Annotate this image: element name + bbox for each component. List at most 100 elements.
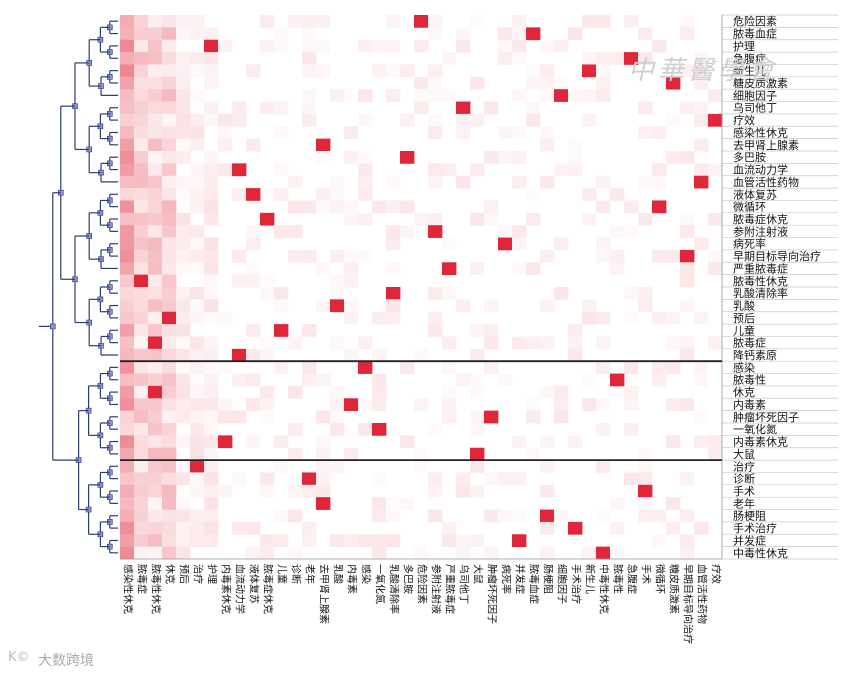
- heatmap-cell: [470, 262, 485, 276]
- heatmap-cell: [120, 113, 135, 127]
- heatmap-cell: [204, 311, 219, 325]
- heatmap-cell: [540, 460, 555, 473]
- heatmap-cell: [190, 113, 205, 127]
- heatmap-cell: [274, 361, 289, 374]
- heatmap-cell: [358, 336, 373, 350]
- heatmap-cell: [190, 175, 205, 189]
- heatmap-cell: [176, 151, 191, 164]
- heatmap-cell: [120, 262, 135, 276]
- heatmap-cell: [162, 249, 177, 263]
- heatmap-cell: [162, 237, 177, 251]
- heatmap-cell: [134, 225, 149, 238]
- heatmap-cell: [134, 361, 149, 374]
- heatmap-cell: [148, 27, 163, 41]
- heatmap-cell: [638, 497, 653, 510]
- heatmap-cell: [134, 101, 149, 115]
- heatmap-cell: [162, 175, 177, 189]
- heatmap-cell: [204, 435, 219, 449]
- heatmap-cell: [358, 534, 373, 548]
- column-label: 治疗: [192, 564, 205, 584]
- column-label: 去甲肾上腺素: [318, 564, 331, 624]
- heatmap-cell: [162, 27, 177, 41]
- heatmap-cell: [162, 410, 177, 424]
- heatmap-cell: [204, 423, 219, 436]
- heatmap-cell: [162, 546, 177, 560]
- heatmap-cell: [596, 175, 611, 189]
- heatmap-cell: [176, 188, 191, 201]
- heatmap-cell: [204, 447, 219, 461]
- heatmap-cell: [694, 52, 709, 65]
- heatmap-cell: [148, 188, 163, 201]
- heatmap-cell: [428, 212, 443, 226]
- heatmap-cell: [694, 410, 709, 424]
- column-label: 糖皮质激素: [668, 564, 681, 614]
- heatmap-cell: [246, 262, 261, 276]
- row-label: 感染: [733, 360, 755, 374]
- heatmap-cell: [148, 497, 163, 510]
- heatmap-cell: [120, 336, 135, 350]
- heatmap-cell: [120, 410, 135, 424]
- heatmap-cell: [652, 311, 667, 325]
- heatmap-cell: [568, 348, 583, 362]
- heatmap-cell: [428, 324, 443, 337]
- heatmap-cell: [666, 361, 681, 374]
- heatmap-cell: [372, 373, 387, 387]
- heatmap-cell: [414, 89, 429, 102]
- column-label: 诊断: [290, 564, 303, 584]
- heatmap-cell: [190, 163, 205, 177]
- heatmap-cell: [652, 373, 667, 387]
- heatmap-cell: [680, 336, 695, 350]
- heatmap-cell: [120, 509, 135, 523]
- heatmap-cell: [484, 299, 499, 313]
- heatmap-cell: [596, 76, 611, 90]
- heatmap-cell: [610, 521, 625, 535]
- heatmap-cell: [428, 472, 443, 486]
- heatmap-cell: [568, 27, 583, 41]
- heatmap-cell: [358, 423, 373, 436]
- heatmap-cell: [358, 398, 373, 412]
- heatmap-cell: [148, 509, 163, 523]
- heatmap-cell: [596, 200, 611, 214]
- heatmap-cell: [568, 163, 583, 177]
- column-label: 感染: [360, 564, 373, 584]
- heatmap-cell: [386, 15, 401, 28]
- heatmap-cell: [176, 15, 191, 28]
- heatmap-cell: [204, 212, 219, 226]
- heatmap-cell: [386, 509, 401, 523]
- heatmap-cell: [316, 373, 331, 387]
- heatmap-cell: [386, 39, 401, 53]
- heatmap-cell: [358, 188, 373, 201]
- heatmap-cell: [302, 52, 317, 65]
- heatmap-cell: [428, 484, 443, 498]
- heatmap-cell: [162, 472, 177, 486]
- heatmap-cell: [134, 546, 149, 560]
- heatmap-cell: [190, 249, 205, 263]
- column-label: 并发症: [514, 564, 527, 594]
- heatmap-cell: [190, 435, 205, 449]
- heatmap-cell: [680, 398, 695, 412]
- heatmap-cell: [162, 151, 177, 164]
- heatmap-cell: [526, 262, 541, 276]
- heatmap-cell: [442, 336, 457, 350]
- column-label: 新生儿: [584, 564, 597, 594]
- heatmap-cell: [358, 212, 373, 226]
- heatmap-cell: [176, 509, 191, 523]
- heatmap-cell: [274, 39, 289, 53]
- heatmap-cell: [470, 348, 485, 362]
- heatmap-cell: [428, 311, 443, 325]
- heatmap-cell: [204, 472, 219, 486]
- heatmap-cell: [526, 410, 541, 424]
- heatmap-cell: [372, 423, 387, 436]
- heatmap-cell: [498, 472, 513, 486]
- heatmap-cell: [134, 237, 149, 251]
- row-label: 多巴胺: [733, 150, 766, 164]
- heatmap-cell: [148, 225, 163, 238]
- column-label: 护理: [206, 564, 219, 584]
- column-label: 脓毒性: [612, 564, 625, 594]
- heatmap-cell: [176, 138, 191, 152]
- heatmap-cell: [120, 175, 135, 189]
- heatmap-cell: [512, 89, 527, 102]
- heatmap-cell: [456, 299, 471, 313]
- heatmap-cell: [176, 287, 191, 300]
- heatmap-cell: [120, 101, 135, 115]
